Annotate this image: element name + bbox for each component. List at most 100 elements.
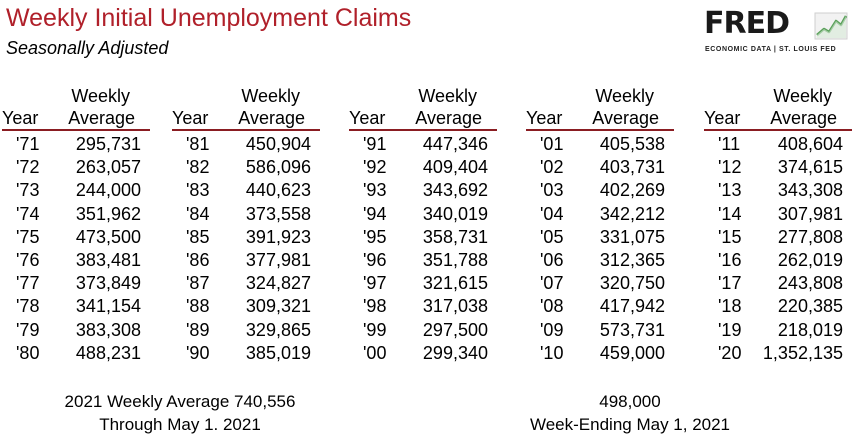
table-row: '77 373,849 [2,272,152,295]
row-year: '94 [363,203,387,224]
row-year: '95 [363,226,387,247]
column-header-year: Year [704,108,741,128]
row-weekly-average: 243,808 [777,273,843,294]
row-year: '99 [363,319,387,340]
row-weekly-average: 329,865 [245,319,311,340]
row-weekly-average: 402,269 [599,180,665,201]
row-weekly-average: 408,604 [777,134,843,154]
row-year: '07 [540,273,564,294]
row-year: '17 [718,273,742,294]
column-header-average: Average [770,108,837,128]
row-weekly-average: 262,019 [777,249,843,270]
table-rows: '01 405,538 '02 403,731 '03 402,269 '04 342,212… [526,133,676,365]
row-weekly-average: 417,942 [599,296,665,317]
table-row: '16 262,019 [704,249,854,272]
row-year: '89 [186,319,210,340]
row-weekly-average: 297,500 [422,319,488,340]
header-underline [2,129,150,131]
row-year: '13 [718,180,742,201]
row-year: '92 [363,157,387,178]
row-weekly-average: 307,981 [777,203,843,224]
row-year: '11 [718,134,741,154]
row-year: '93 [363,180,387,201]
header-underline [526,129,674,131]
table-row: '05 331,075 [526,226,676,249]
table-row: '83 440,623 [172,179,322,202]
logo-tagline: ECONOMIC DATA | ST. LOUIS FED [705,46,837,53]
footer-left-line2: Through May 1. 2021 [99,415,261,434]
table-row: '74 351,962 [2,203,152,226]
row-weekly-average: 220,385 [777,296,843,317]
column-header-year: Year [349,108,386,128]
table-row: '81 450,904 [172,133,322,156]
row-weekly-average: 320,750 [599,273,665,294]
row-weekly-average: 391,923 [245,226,311,247]
row-year: '01 [540,134,564,154]
row-weekly-average: 405,538 [599,134,665,154]
row-year: '77 [16,273,40,294]
table-row: '87 324,827 [172,272,322,295]
table-row: '14 307,981 [704,203,854,226]
table-row: '92 409,404 [349,156,499,179]
table-row: '84 373,558 [172,203,322,226]
table-row: '86 377,981 [172,249,322,272]
row-weekly-average: 312,365 [599,249,665,270]
table-row: '12 374,615 [704,156,854,179]
table-row: '94 340,019 [349,203,499,226]
row-weekly-average: 295,731 [75,134,141,154]
table-row: '18 220,385 [704,295,854,318]
table-row: '08 417,942 [526,295,676,318]
row-year: '15 [718,226,742,247]
table-row: '04 342,212 [526,203,676,226]
table-row: '88 309,321 [172,295,322,318]
row-year: '74 [16,203,40,224]
row-year: '19 [718,319,742,340]
row-weekly-average: 343,692 [422,180,488,201]
row-weekly-average: 383,308 [75,319,141,340]
table-rows: '81 450,904 '82 586,096 '83 440,623 '84 373,558… [172,133,322,365]
row-year: '78 [16,296,40,317]
row-weekly-average: 586,096 [245,157,311,178]
table-row: '93 343,692 [349,179,499,202]
row-year: '10 [540,342,564,363]
column-header-year: Year [172,108,209,128]
row-year: '09 [540,319,564,340]
row-weekly-average: 358,731 [422,226,488,247]
table-row: '10 459,000 [526,342,676,365]
table-row: '85 391,923 [172,226,322,249]
row-weekly-average: 573,731 [599,319,665,340]
row-weekly-average: 383,481 [75,249,141,270]
table-rows: '11 408,604 '12 374,615 '13 343,308 '14 307,981… [704,133,854,365]
row-year: '12 [718,157,742,178]
column-header-weekly: Weekly [773,86,832,106]
row-year: '81 [186,134,210,154]
row-weekly-average: 385,019 [245,342,311,363]
table-row: '75 473,500 [2,226,152,249]
row-year: '05 [540,226,564,247]
column-header-weekly: Weekly [71,86,130,106]
page-subtitle: Seasonally Adjusted [6,38,169,58]
table-row: '19 218,019 [704,319,854,342]
row-year: '98 [363,296,387,317]
row-year: '00 [363,342,387,363]
table-row: '82 586,096 [172,156,322,179]
row-weekly-average: 277,808 [777,226,843,247]
column-header-weekly: Weekly [241,86,300,106]
line-chart-icon [814,12,848,40]
row-year: '87 [186,273,210,294]
row-weekly-average: 218,019 [777,319,843,340]
row-weekly-average: 299,340 [422,342,488,363]
table-row: '01 405,538 [526,133,676,156]
row-year: '72 [16,157,40,178]
row-year: '80 [16,342,40,363]
row-year: '03 [540,180,564,201]
row-year: '90 [186,342,210,363]
row-weekly-average: 343,308 [777,180,843,201]
table-row: '95 358,731 [349,226,499,249]
row-year: '85 [186,226,210,247]
row-weekly-average: 351,788 [422,249,488,270]
row-year: '14 [718,203,742,224]
column-header-average: Average [592,108,659,128]
table-row: '00 299,340 [349,342,499,365]
table-row: '13 343,308 [704,179,854,202]
